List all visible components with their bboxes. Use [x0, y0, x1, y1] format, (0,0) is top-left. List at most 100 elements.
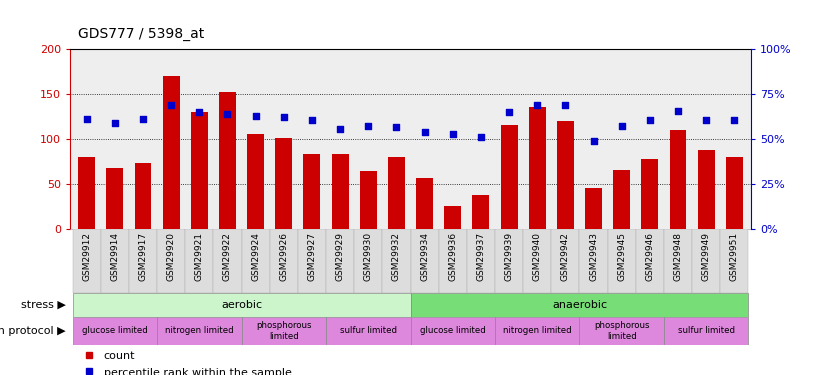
Point [80, 116, 94, 122]
Bar [270, 229, 298, 292]
Text: stress ▶: stress ▶ [21, 300, 66, 310]
Bar [129, 229, 157, 292]
Bar [72, 229, 101, 292]
Point [727, 117, 741, 123]
Text: glucose limited: glucose limited [82, 326, 148, 335]
Text: GSM29937: GSM29937 [476, 232, 485, 281]
Text: GSM29920: GSM29920 [167, 232, 176, 281]
Bar [635, 229, 664, 292]
Bar [219, 92, 236, 229]
Text: GSM29917: GSM29917 [139, 232, 148, 281]
Bar [332, 154, 349, 229]
Bar [444, 206, 461, 229]
Point [587, 138, 600, 144]
Bar [580, 317, 664, 345]
Bar [472, 195, 489, 229]
Bar [495, 229, 523, 292]
Point [418, 129, 431, 135]
Bar [72, 317, 157, 345]
Legend: count, percentile rank within the sample: count, percentile rank within the sample [84, 351, 291, 375]
Text: GSM29945: GSM29945 [617, 232, 626, 281]
Text: phosphorous
limited: phosphorous limited [594, 321, 649, 340]
Text: GSM29936: GSM29936 [448, 232, 457, 281]
Bar [557, 121, 574, 229]
Bar [101, 229, 129, 292]
Text: GDS777 / 5398_at: GDS777 / 5398_at [78, 27, 204, 41]
Point [305, 117, 319, 123]
Bar [410, 317, 495, 345]
Point [333, 126, 346, 132]
Bar [190, 112, 208, 229]
Bar [495, 317, 580, 345]
Point [136, 116, 149, 122]
Text: anaerobic: anaerobic [552, 300, 607, 310]
Text: GSM29951: GSM29951 [730, 232, 739, 281]
Text: GSM29921: GSM29921 [195, 232, 204, 281]
Bar [157, 229, 186, 292]
Bar [529, 107, 546, 229]
Point [502, 109, 516, 115]
Bar [698, 150, 714, 229]
Bar [383, 229, 410, 292]
Bar [354, 229, 383, 292]
Bar [585, 188, 602, 229]
Text: aerobic: aerobic [221, 300, 262, 310]
Point [615, 123, 628, 129]
Bar [157, 317, 241, 345]
Bar [551, 229, 580, 292]
Bar [726, 157, 743, 229]
Bar [186, 229, 213, 292]
Text: GSM29949: GSM29949 [702, 232, 711, 281]
Point [362, 123, 375, 129]
Text: GSM29948: GSM29948 [673, 232, 682, 281]
Text: GSM29914: GSM29914 [110, 232, 119, 281]
Bar [670, 130, 686, 229]
Bar [326, 317, 410, 345]
Bar [641, 159, 658, 229]
Text: GSM29943: GSM29943 [589, 232, 598, 281]
Bar [298, 229, 326, 292]
Bar [501, 125, 517, 229]
Point [446, 131, 459, 137]
Text: GSM29934: GSM29934 [420, 232, 429, 281]
Text: GSM29930: GSM29930 [364, 232, 373, 281]
Text: GSM29946: GSM29946 [645, 232, 654, 281]
Text: GSM29924: GSM29924 [251, 232, 260, 281]
Point [672, 108, 685, 114]
Bar [304, 154, 320, 229]
Point [475, 134, 488, 140]
Point [277, 114, 291, 120]
Bar [163, 76, 180, 229]
Text: GSM29927: GSM29927 [307, 232, 316, 281]
Bar [438, 229, 467, 292]
Bar [78, 157, 95, 229]
Text: GSM29922: GSM29922 [223, 232, 232, 281]
Bar [608, 229, 635, 292]
Bar [720, 229, 749, 292]
Bar [523, 229, 551, 292]
Bar [664, 317, 749, 345]
Text: growth protocol ▶: growth protocol ▶ [0, 326, 66, 336]
Bar [72, 292, 410, 317]
Text: sulfur limited: sulfur limited [677, 326, 735, 335]
Bar [247, 134, 264, 229]
Bar [275, 138, 292, 229]
Point [193, 109, 206, 115]
Point [559, 102, 572, 108]
Point [530, 102, 544, 108]
Text: GSM29929: GSM29929 [336, 232, 345, 281]
Bar [326, 229, 354, 292]
Bar [360, 171, 377, 229]
Point [249, 113, 262, 119]
Text: GSM29912: GSM29912 [82, 232, 91, 281]
Text: GSM29942: GSM29942 [561, 232, 570, 281]
Bar [580, 229, 608, 292]
Bar [664, 229, 692, 292]
Text: GSM29940: GSM29940 [533, 232, 542, 281]
Bar [467, 229, 495, 292]
Text: glucose limited: glucose limited [420, 326, 485, 335]
Text: phosphorous
limited: phosphorous limited [256, 321, 311, 340]
Text: GSM29932: GSM29932 [392, 232, 401, 281]
Bar [613, 170, 631, 229]
Point [221, 111, 234, 117]
